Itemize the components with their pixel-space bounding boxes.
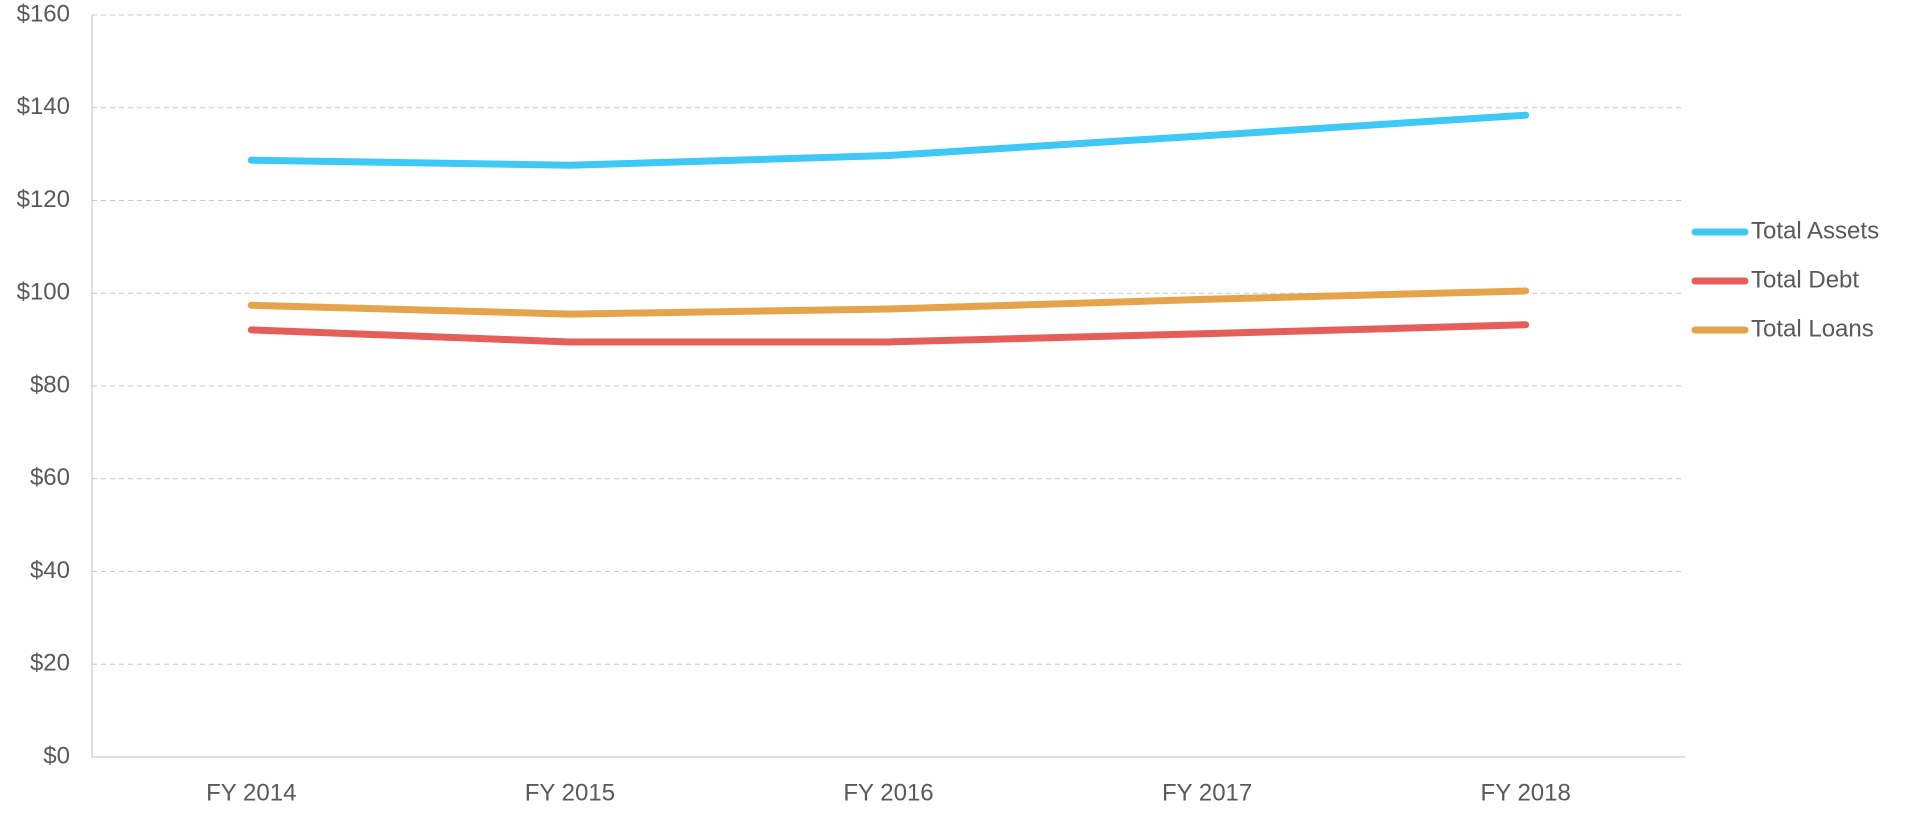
x-tick-label: FY 2017: [1162, 779, 1252, 806]
y-tick-label: $0: [43, 742, 70, 769]
y-tick-label: $140: [17, 93, 70, 120]
x-tick-label: FY 2015: [525, 779, 615, 806]
y-tick-label: $160: [17, 0, 70, 27]
y-tick-label: $100: [17, 279, 70, 306]
y-tick-label: $60: [30, 464, 70, 491]
x-tick-label: FY 2018: [1481, 779, 1571, 806]
legend-label: Total Loans: [1751, 315, 1874, 342]
y-tick-label: $40: [30, 557, 70, 584]
x-tick-label: FY 2014: [206, 779, 296, 806]
y-tick-label: $80: [30, 371, 70, 398]
legend-label: Total Assets: [1751, 217, 1879, 244]
line-series: [247, 287, 1530, 318]
line-series: [247, 321, 1530, 346]
line-series: [247, 111, 1530, 169]
legend-label: Total Debt: [1751, 266, 1859, 293]
y-tick-label: $120: [17, 186, 70, 213]
x-tick-label: FY 2016: [843, 779, 933, 806]
y-tick-label: $20: [30, 650, 70, 677]
